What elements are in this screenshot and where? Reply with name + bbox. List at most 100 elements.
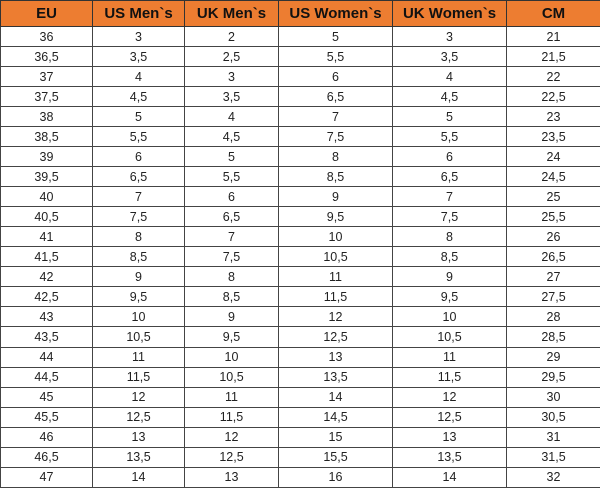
table-cell: 7,5 [278,126,393,148]
table-cell: 7 [278,106,393,128]
table-cell: 6 [278,66,393,88]
table-cell: 12 [278,306,393,328]
table-cell: 15,5 [278,446,393,468]
column-header: EU [0,0,93,27]
table-cell: 44,5 [0,366,93,388]
table-cell: 11,5 [184,406,279,428]
table-cell: 25,5 [506,206,600,228]
table-cell: 47 [0,466,93,488]
table-cell: 4,5 [184,126,279,148]
table-cell: 11,5 [392,366,507,388]
table-cell: 42,5 [0,286,93,308]
table-cell: 14 [392,466,507,488]
table-cell: 5,5 [392,126,507,148]
table-row: 39 6 5 8 6 24 [0,146,600,168]
table-cell: 11,5 [92,366,185,388]
table-cell: 15 [278,426,393,448]
table-cell: 7 [184,226,279,248]
table-row: 45,5 12,5 11,5 14,5 12,5 30,5 [0,406,600,428]
table-cell: 24,5 [506,166,600,188]
table-cell: 44 [0,346,93,368]
table-cell: 5 [92,106,185,128]
table-cell: 16 [278,466,393,488]
table-cell: 22 [506,66,600,88]
table-cell: 3 [92,25,185,48]
table-cell: 3,5 [184,86,279,108]
table-cell: 13,5 [392,446,507,468]
table-cell: 8,5 [278,166,393,188]
table-cell: 27,5 [506,286,600,308]
table-cell: 43 [0,306,93,328]
table-cell: 36,5 [0,46,93,68]
table-cell: 6 [392,146,507,168]
table-row: 42,5 9,5 8,5 11,5 9,5 27,5 [0,286,600,308]
table-row: 44,5 11,5 10,5 13,5 11,5 29,5 [0,366,600,388]
table-cell: 23,5 [506,126,600,148]
table-cell: 9 [278,186,393,208]
table-cell: 3 [392,25,507,48]
column-header: CM [506,0,600,27]
table-cell: 14 [278,386,393,408]
column-header: US Women`s [278,0,393,27]
table-cell: 14,5 [278,406,393,428]
table-cell: 12 [184,426,279,448]
table-cell: 7,5 [184,246,279,268]
table-cell: 27 [506,266,600,288]
table-cell: 5,5 [278,46,393,68]
table-cell: 8 [278,146,393,168]
table-cell: 7 [92,186,185,208]
table-cell: 8,5 [392,246,507,268]
table-cell: 11 [278,266,393,288]
header-row: EU US Men`s UK Men`s US Women`s UK Women`s CM [0,0,600,27]
table-row: 43,5 10,5 9,5 12,5 10,5 28,5 [0,326,600,348]
table-cell: 4 [92,66,185,88]
table-row: 43 10 9 12 10 28 [0,306,600,328]
table-cell: 41,5 [0,246,93,268]
table-cell: 4,5 [392,86,507,108]
table-row: 46 13 12 15 13 31 [0,426,600,448]
table-cell: 38,5 [0,126,93,148]
table-cell: 10,5 [92,326,185,348]
table-cell: 8,5 [184,286,279,308]
table-cell: 9,5 [92,286,185,308]
table-cell: 32 [506,466,600,488]
table-cell: 13,5 [278,366,393,388]
table-cell: 4 [392,66,507,88]
column-header: US Men`s [92,0,185,27]
table-row: 38 5 4 7 5 23 [0,106,600,128]
table-cell: 23 [506,106,600,128]
table-cell: 9,5 [278,206,393,228]
table-cell: 6,5 [92,166,185,188]
table-cell: 12,5 [278,326,393,348]
table-cell: 43,5 [0,326,93,348]
table-cell: 6,5 [184,206,279,228]
table-cell: 42 [0,266,93,288]
table-cell: 6 [184,186,279,208]
table-row: 38,5 5,5 4,5 7,5 5,5 23,5 [0,126,600,148]
table-cell: 2,5 [184,46,279,68]
table-cell: 3 [184,66,279,88]
table-row: 42 9 8 11 9 27 [0,266,600,288]
table-cell: 8 [392,226,507,248]
table-cell: 8 [184,266,279,288]
table-row: 44 11 10 13 11 29 [0,346,600,368]
table-cell: 10,5 [392,326,507,348]
table-row: 37,5 4,5 3,5 6,5 4,5 22,5 [0,86,600,108]
table-cell: 46 [0,426,93,448]
table-cell: 40,5 [0,206,93,228]
table-cell: 7,5 [92,206,185,228]
table-cell: 28,5 [506,326,600,348]
table-cell: 10,5 [278,246,393,268]
table-cell: 10 [184,346,279,368]
table-cell: 22,5 [506,86,600,108]
table-cell: 4 [184,106,279,128]
table-cell: 8,5 [92,246,185,268]
table-cell: 6,5 [392,166,507,188]
table-cell: 40 [0,186,93,208]
table-row: 46,5 13,5 12,5 15,5 13,5 31,5 [0,446,600,468]
table-row: 41 8 7 10 8 26 [0,226,600,248]
table-row: 41,5 8,5 7,5 10,5 8,5 26,5 [0,246,600,268]
table-cell: 11 [392,346,507,368]
table-cell: 7 [392,186,507,208]
